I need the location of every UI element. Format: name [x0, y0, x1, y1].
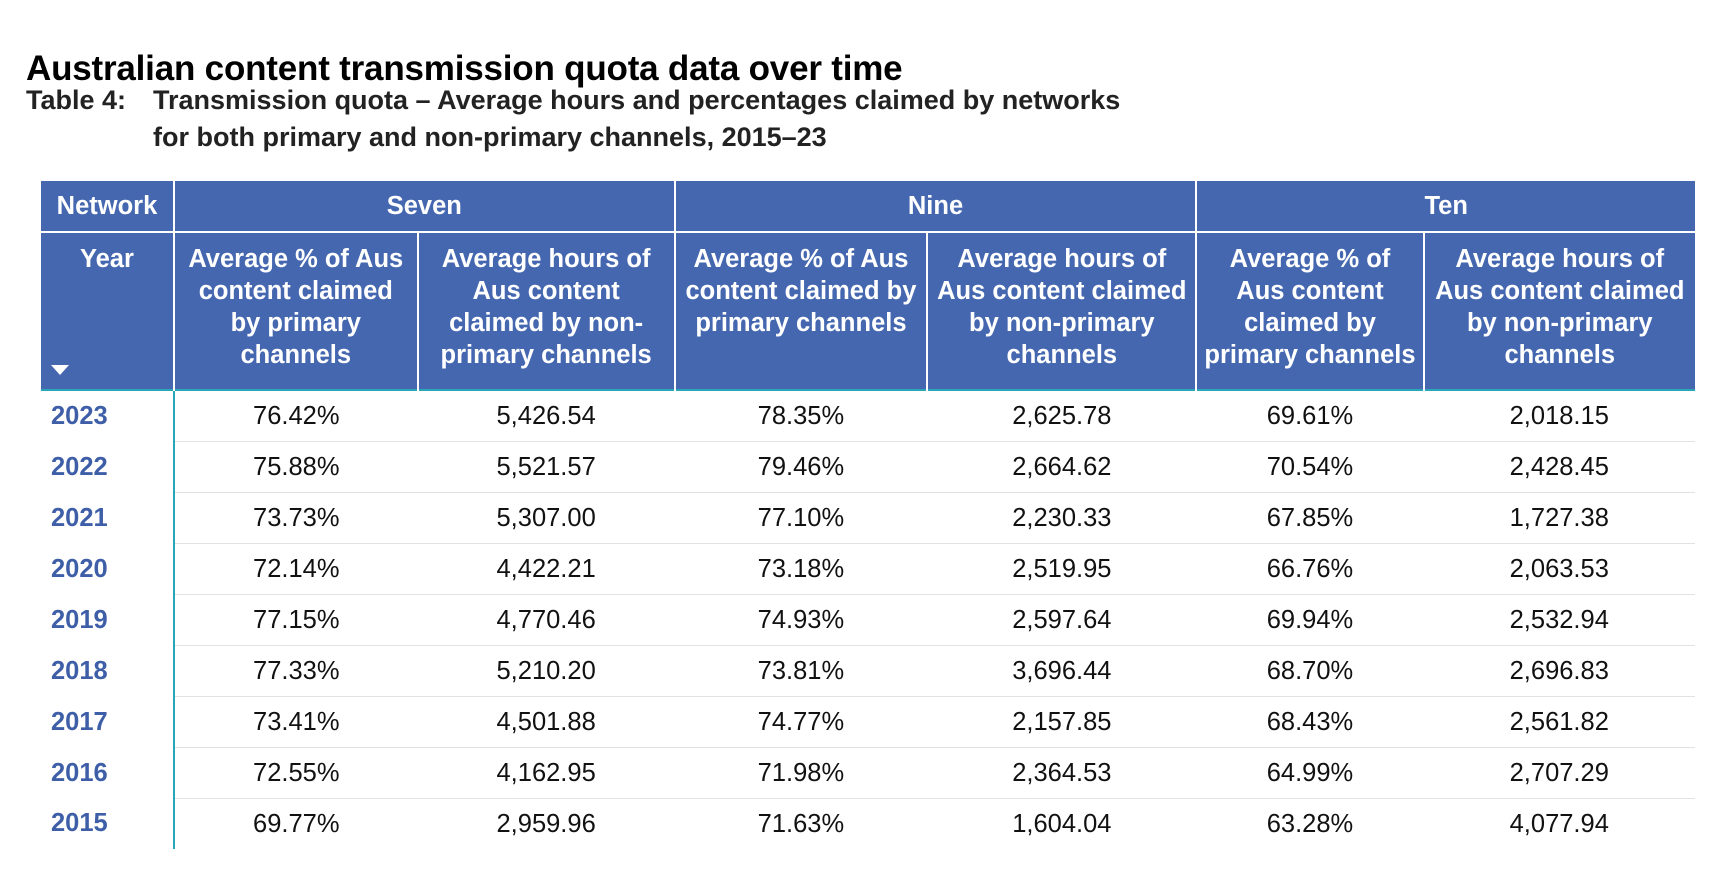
table-row: 2017 73.41% 4,501.88 74.77% 2,157.85 68.… [41, 696, 1695, 748]
table-cell: 2,664.62 [927, 441, 1197, 493]
column-header: Average % of Aus content claimed by prim… [172, 232, 418, 390]
network-header: Network [41, 181, 174, 233]
table-cell: 3,696.44 [927, 645, 1197, 697]
column-header: Average % of Aus content claimed by prim… [673, 232, 928, 390]
table-row: 2019 77.15% 4,770.46 74.93% 2,597.64 69.… [41, 594, 1695, 646]
year-cell: 2018 [41, 645, 175, 697]
table-cell: 2,364.53 [927, 747, 1197, 799]
table-cell: 2,428.45 [1423, 441, 1695, 493]
table-cell: 77.10% [674, 492, 928, 544]
table-row: 2015 69.77% 2,959.96 71.63% 1,604.04 63.… [41, 798, 1695, 849]
network-header-row: Network Seven Nine Ten [41, 181, 1695, 233]
table-cell: 2,157.85 [927, 696, 1197, 748]
table-cell: 5,426.54 [417, 390, 675, 442]
table-cell: 2,532.94 [1423, 594, 1695, 646]
table-cell: 68.70% [1196, 645, 1424, 697]
table-cell: 74.93% [674, 594, 928, 646]
year-cell: 2019 [41, 594, 175, 646]
year-cell: 2022 [41, 441, 175, 493]
table-row: 2020 72.14% 4,422.21 73.18% 2,519.95 66.… [41, 543, 1695, 595]
table-cell: 1,604.04 [1012, 809, 1112, 838]
table-caption: Table 4: Transmission quota – Average hou… [26, 82, 1120, 156]
table-cell: 73.73% [173, 492, 418, 544]
table-row: 2016 72.55% 4,162.95 71.98% 2,364.53 64.… [41, 747, 1695, 799]
table-cell: 67.85% [1196, 492, 1424, 544]
year-header[interactable]: Year [41, 232, 174, 390]
table-cell: 69.77% [253, 809, 340, 838]
year-cell: 2023 [41, 390, 175, 442]
table-cell: 78.35% [674, 390, 928, 442]
table-cell: 4,501.88 [417, 696, 675, 748]
table-row: 2018 77.33% 5,210.20 73.81% 3,696.44 68.… [41, 645, 1695, 697]
table-cell: 73.18% [674, 543, 928, 595]
table-cell: 2,230.33 [927, 492, 1197, 544]
table-cell: 73.41% [173, 696, 418, 748]
year-header-label: Year [80, 245, 134, 273]
table-cell: 2,519.95 [927, 543, 1197, 595]
caption-line-2: for both primary and non-primary channel… [153, 122, 827, 152]
sort-down-icon[interactable] [51, 365, 69, 375]
year-cell: 2020 [41, 543, 175, 595]
table-cell: 4,077.94 [1509, 809, 1609, 838]
table-cell: 4,770.46 [417, 594, 675, 646]
column-header: Average hours of Aus content claimed by … [1422, 232, 1695, 390]
column-header: Average % of Aus content claimed by prim… [1195, 232, 1424, 390]
year-cell: 2015 [41, 798, 175, 849]
table-cell: 66.76% [1196, 543, 1424, 595]
quota-table: Network Seven Nine Ten Year Average % of… [41, 181, 1695, 849]
column-header-row: Year Average % of Aus content claimed by… [41, 232, 1695, 390]
table-row: 2023 76.42% 5,426.54 78.35% 2,625.78 69.… [41, 390, 1695, 442]
page-title: Australian content transmission quota da… [26, 49, 903, 89]
table-cell: 2,597.64 [927, 594, 1197, 646]
table-cell: 77.33% [173, 645, 418, 697]
table-cell: 2,959.96 [496, 809, 596, 838]
table-cell: 4,422.21 [417, 543, 675, 595]
table-cell: 73.81% [674, 645, 928, 697]
table-cell: 71.98% [674, 747, 928, 799]
network-ten-header: Ten [1195, 181, 1695, 233]
year-cell: 2016 [41, 747, 175, 799]
column-header: Average hours of Aus content claimed by … [926, 232, 1197, 390]
table-cell: 2,707.29 [1423, 747, 1695, 799]
table-cell: 2,018.15 [1423, 390, 1695, 442]
column-header: Average hours of Aus content claimed by … [416, 232, 675, 390]
year-cell: 2021 [41, 492, 175, 544]
caption-line-1: Transmission quota – Average hours and p… [153, 85, 1121, 115]
table-cell: 64.99% [1196, 747, 1424, 799]
table-cell: 5,307.00 [417, 492, 675, 544]
year-cell: 2017 [41, 696, 175, 748]
table-cell: 71.63% [757, 809, 845, 838]
table-cell: 4,162.95 [417, 747, 675, 799]
table-cell: 2,696.83 [1423, 645, 1695, 697]
table-cell: 68.43% [1196, 696, 1424, 748]
table-cell: 74.77% [674, 696, 928, 748]
table-cell: 2,561.82 [1423, 696, 1695, 748]
table-cell: 2,063.53 [1423, 543, 1695, 595]
table-cell: 77.15% [173, 594, 418, 646]
network-seven-header: Seven [172, 181, 675, 233]
table-cell: 69.61% [1196, 390, 1424, 442]
table-cell: 1,727.38 [1423, 492, 1695, 544]
table-cell: 72.55% [173, 747, 418, 799]
table-row: 2022 75.88% 5,521.57 79.46% 2,664.62 70.… [41, 441, 1695, 493]
table-row: 2021 73.73% 5,307.00 77.10% 2,230.33 67.… [41, 492, 1695, 544]
table-cell: 63.28% [1266, 809, 1354, 838]
table-cell: 70.54% [1196, 441, 1424, 493]
table-cell: 76.42% [173, 390, 418, 442]
table-cell: 5,210.20 [417, 645, 675, 697]
table-cell: 2,625.78 [927, 390, 1197, 442]
table-cell: 75.88% [173, 441, 418, 493]
caption-label: Table 4: [26, 85, 127, 115]
network-nine-header: Nine [673, 181, 1197, 233]
table-cell: 72.14% [173, 543, 418, 595]
table-cell: 69.94% [1196, 594, 1424, 646]
table-cell: 79.46% [674, 441, 928, 493]
table-cell: 5,521.57 [417, 441, 675, 493]
